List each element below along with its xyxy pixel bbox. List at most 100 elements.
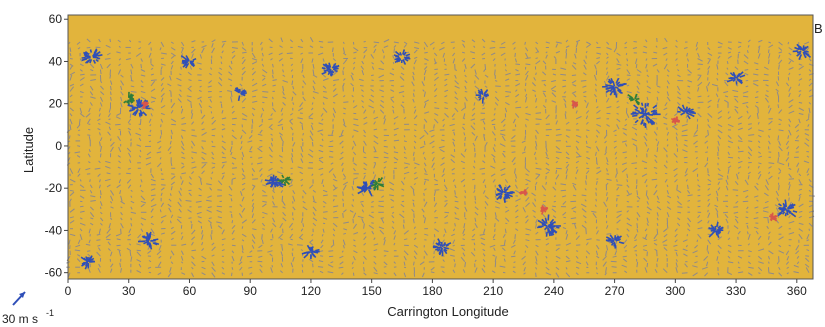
velocity-vector xyxy=(118,160,121,164)
velocity-vector xyxy=(748,123,752,125)
velocity-vector xyxy=(259,41,263,46)
velocity-vector xyxy=(200,179,203,185)
feature-vector-blue xyxy=(405,53,411,57)
velocity-vector xyxy=(565,174,568,180)
velocity-vector xyxy=(798,90,802,92)
velocity-vector xyxy=(323,194,328,197)
feature-vector-blue xyxy=(369,180,374,185)
feature-vector-blue xyxy=(134,109,139,114)
velocity-vector xyxy=(788,178,795,180)
velocity-vector xyxy=(535,47,540,53)
velocity-vector xyxy=(79,222,86,226)
velocity-vector xyxy=(596,41,599,45)
velocity-vector xyxy=(704,135,709,138)
velocity-vector xyxy=(662,239,668,243)
velocity-vector xyxy=(706,261,709,267)
velocity-vector xyxy=(525,74,529,81)
velocity-vector xyxy=(251,173,254,177)
velocity-vector xyxy=(105,160,111,164)
velocity-vector xyxy=(594,64,597,70)
velocity-vector xyxy=(738,271,744,274)
velocity-vector xyxy=(664,102,668,107)
velocity-vector xyxy=(421,81,425,87)
velocity-vector xyxy=(513,250,516,255)
velocity-vector xyxy=(560,183,567,186)
velocity-vector xyxy=(191,140,196,147)
velocity-vector xyxy=(636,212,641,218)
velocity-vector xyxy=(169,193,172,196)
velocity-vector xyxy=(85,113,91,118)
velocity-vector xyxy=(696,162,699,166)
velocity-vector xyxy=(98,113,101,117)
feature-vector-blue xyxy=(135,103,140,109)
velocity-vector xyxy=(201,128,205,131)
velocity-vector xyxy=(563,91,567,94)
velocity-vector xyxy=(596,106,599,109)
velocity-vector xyxy=(515,63,520,65)
velocity-vector xyxy=(606,97,610,103)
velocity-vector xyxy=(758,248,765,252)
velocity-vector xyxy=(615,157,618,160)
velocity-vector xyxy=(231,224,236,230)
velocity-vector xyxy=(279,237,283,241)
velocity-vector xyxy=(96,233,101,236)
velocity-vector xyxy=(808,102,812,105)
velocity-vector xyxy=(181,47,184,49)
velocity-vector xyxy=(717,140,720,146)
velocity-vector xyxy=(481,268,486,273)
velocity-vector xyxy=(581,194,587,197)
velocity-vector xyxy=(150,178,156,182)
velocity-vector xyxy=(757,242,760,246)
velocity-vector xyxy=(525,228,532,231)
velocity-vector xyxy=(565,266,568,270)
velocity-vector xyxy=(191,146,193,149)
velocity-vector xyxy=(318,149,324,153)
velocity-vector xyxy=(565,249,569,252)
velocity-vector xyxy=(525,244,529,249)
velocity-vector xyxy=(150,233,155,237)
velocity-vector xyxy=(694,261,698,264)
velocity-vector xyxy=(321,118,324,121)
velocity-vector xyxy=(321,138,324,142)
feature-vector-blue xyxy=(139,104,145,108)
velocity-vector xyxy=(130,69,133,75)
velocity-vector xyxy=(776,91,780,98)
velocity-vector xyxy=(788,58,794,63)
velocity-vector xyxy=(170,186,173,191)
velocity-vector xyxy=(684,139,688,142)
velocity-vector xyxy=(763,73,769,76)
velocity-vector xyxy=(655,102,658,108)
feature-vector-blue xyxy=(89,59,93,64)
velocity-vector xyxy=(675,52,678,55)
velocity-vector xyxy=(89,184,93,189)
velocity-vector xyxy=(98,38,101,43)
velocity-vector xyxy=(738,150,744,153)
velocity-vector xyxy=(231,244,236,247)
velocity-vector xyxy=(606,208,609,213)
velocity-vector xyxy=(565,52,567,59)
velocity-vector xyxy=(241,112,248,117)
velocity-vector xyxy=(535,256,538,262)
velocity-vector xyxy=(282,80,289,83)
velocity-vector xyxy=(606,245,609,251)
velocity-vector xyxy=(489,47,496,49)
velocity-vector xyxy=(470,63,476,69)
velocity-vector xyxy=(160,192,163,196)
velocity-vector xyxy=(150,198,155,202)
velocity-vector xyxy=(693,129,699,135)
velocity-vector xyxy=(270,228,273,233)
velocity-vector xyxy=(804,263,810,268)
velocity-vector xyxy=(755,211,759,214)
velocity-vector xyxy=(99,145,103,153)
velocity-vector xyxy=(262,184,267,187)
velocity-vector xyxy=(68,239,71,245)
velocity-vector xyxy=(695,145,698,148)
velocity-vector xyxy=(117,136,122,142)
velocity-vector xyxy=(804,142,810,147)
velocity-vector xyxy=(312,189,317,193)
velocity-vector xyxy=(463,184,466,188)
velocity-vector xyxy=(652,63,658,67)
velocity-vector xyxy=(777,135,780,141)
velocity-vector xyxy=(156,151,162,154)
feature-vector-blue xyxy=(612,80,616,87)
